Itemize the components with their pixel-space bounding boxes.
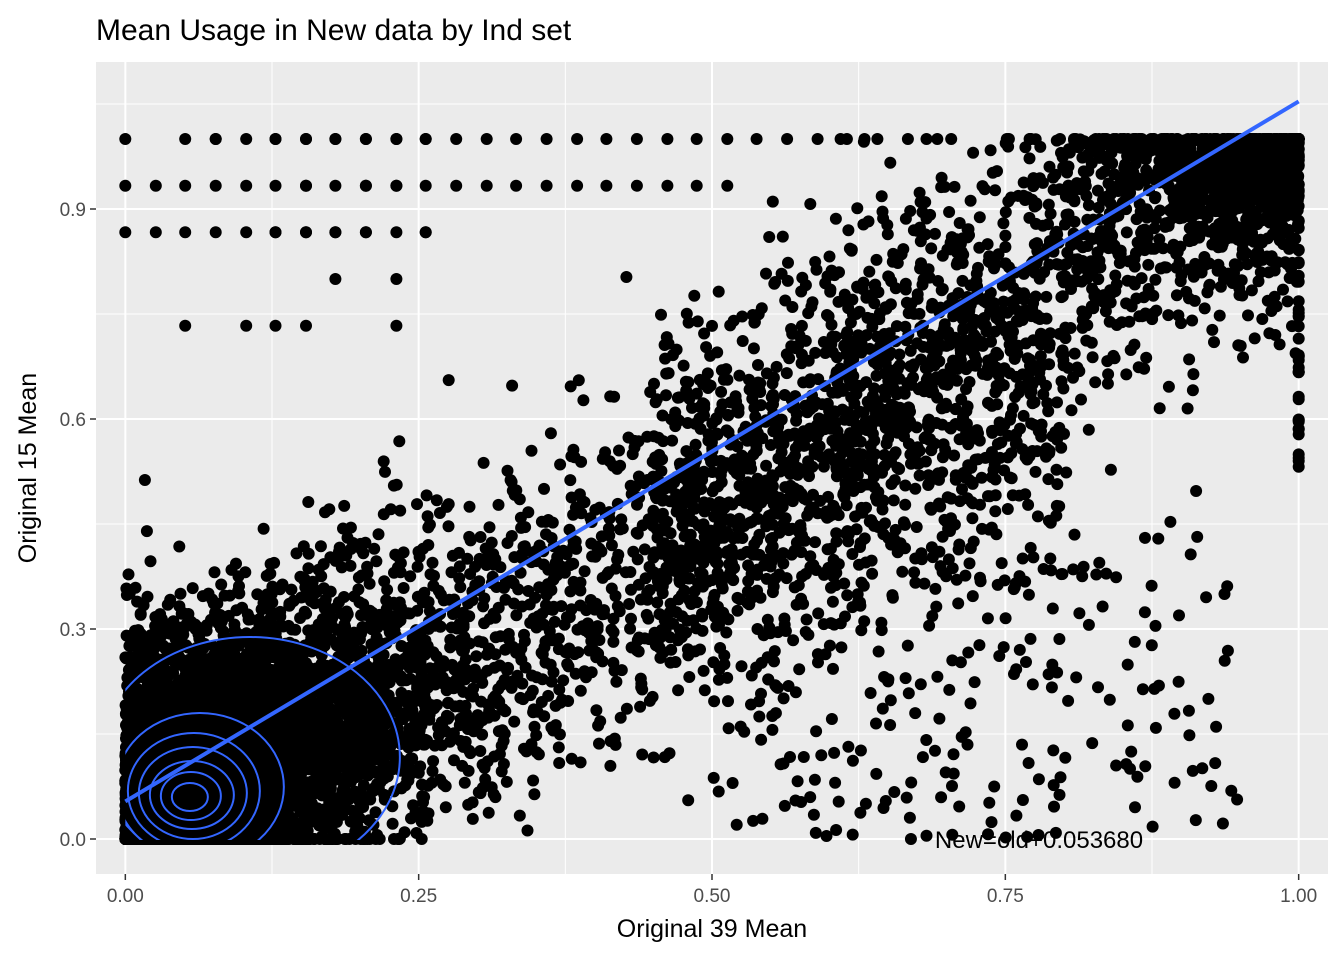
data-point bbox=[565, 752, 578, 765]
data-point bbox=[593, 737, 605, 750]
data-point bbox=[888, 474, 901, 487]
data-point bbox=[454, 581, 467, 594]
data-point bbox=[812, 607, 825, 620]
data-point bbox=[766, 723, 779, 736]
data-point bbox=[404, 570, 417, 583]
data-point bbox=[908, 566, 921, 579]
data-point bbox=[302, 496, 315, 508]
data-point bbox=[682, 794, 695, 807]
data-point bbox=[620, 702, 633, 715]
data-point bbox=[410, 827, 423, 839]
data-point bbox=[697, 664, 710, 677]
data-point bbox=[368, 542, 381, 555]
data-point bbox=[393, 435, 406, 448]
data-point bbox=[300, 607, 313, 620]
data-point bbox=[173, 540, 186, 553]
data-point bbox=[353, 596, 366, 609]
data-point bbox=[439, 801, 452, 814]
data-point bbox=[554, 458, 567, 471]
data-point bbox=[497, 758, 510, 770]
data-point bbox=[458, 776, 471, 789]
data-point bbox=[338, 499, 351, 512]
data-point bbox=[482, 806, 495, 819]
data-point bbox=[376, 729, 388, 742]
data-point bbox=[192, 651, 205, 664]
data-point bbox=[614, 711, 627, 724]
data-point bbox=[1055, 375, 1068, 388]
data-point bbox=[377, 455, 390, 468]
data-point bbox=[411, 560, 424, 573]
data-point bbox=[683, 671, 696, 683]
data-point bbox=[393, 695, 406, 708]
data-point bbox=[989, 505, 1002, 518]
data-point bbox=[474, 745, 487, 757]
data-point bbox=[241, 807, 254, 820]
data-point bbox=[544, 658, 557, 671]
data-point bbox=[329, 601, 342, 614]
data-point bbox=[344, 521, 357, 534]
data-point bbox=[397, 582, 410, 594]
data-point bbox=[981, 612, 994, 625]
data-point bbox=[357, 779, 370, 792]
data-point bbox=[995, 557, 1008, 570]
chart-title: Mean Usage in New data by Ind set bbox=[96, 14, 572, 47]
data-point bbox=[634, 700, 647, 713]
data-point bbox=[140, 525, 153, 538]
data-point bbox=[314, 540, 327, 553]
data-point bbox=[357, 547, 370, 560]
data-point bbox=[243, 612, 256, 625]
data-point bbox=[913, 469, 926, 482]
data-point bbox=[528, 788, 541, 801]
data-point bbox=[426, 556, 439, 569]
data-point bbox=[287, 594, 300, 607]
data-point bbox=[479, 773, 492, 786]
data-point bbox=[578, 565, 591, 578]
data-point bbox=[510, 609, 523, 622]
data-point bbox=[161, 598, 174, 611]
data-point bbox=[527, 774, 540, 787]
data-point bbox=[620, 271, 633, 283]
data-point bbox=[489, 631, 502, 644]
data-point bbox=[352, 583, 365, 596]
data-point bbox=[427, 755, 440, 768]
data-point bbox=[421, 510, 434, 523]
data-point bbox=[338, 591, 350, 603]
data-point bbox=[174, 587, 187, 600]
data-point bbox=[313, 819, 326, 832]
data-point bbox=[386, 817, 399, 830]
data-point bbox=[430, 494, 443, 507]
data-point bbox=[1050, 463, 1063, 476]
data-point bbox=[426, 765, 439, 778]
data-point bbox=[369, 806, 382, 819]
data-point bbox=[501, 537, 514, 549]
data-point bbox=[232, 585, 245, 597]
data-point bbox=[500, 775, 513, 788]
data-point bbox=[228, 623, 241, 636]
data-point bbox=[257, 522, 270, 535]
data-point bbox=[315, 766, 328, 779]
data-point bbox=[521, 824, 534, 837]
data-point bbox=[508, 715, 521, 728]
data-point bbox=[323, 796, 336, 809]
data-point bbox=[502, 633, 515, 646]
data-point bbox=[1029, 465, 1042, 478]
data-point bbox=[289, 623, 302, 636]
